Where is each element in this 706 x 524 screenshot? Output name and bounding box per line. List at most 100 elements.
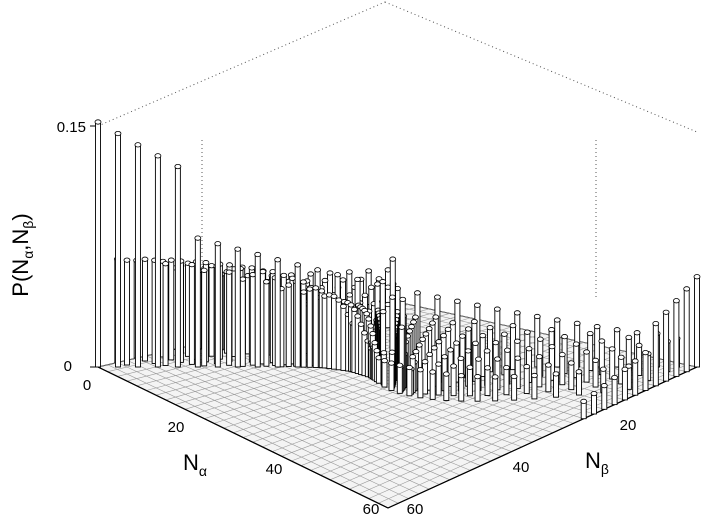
data-bar: [141, 256, 149, 362]
bar-body: [201, 269, 208, 367]
bar-cap: [388, 360, 395, 366]
x-tick-label: 20: [168, 419, 185, 436]
bar-cap: [611, 374, 618, 381]
bar-cap: [234, 246, 242, 252]
bar-cap: [408, 324, 415, 330]
data-bar: [312, 285, 320, 368]
bar-body: [484, 367, 491, 396]
bar-cap: [141, 256, 149, 262]
bar-body: [254, 254, 261, 368]
data-bar: [474, 374, 481, 402]
bar-cap: [590, 390, 598, 397]
bar-cap: [354, 313, 362, 319]
bar-body: [381, 360, 388, 388]
bar-cap: [625, 334, 633, 341]
bar-cap: [429, 369, 437, 375]
bar-body: [168, 259, 175, 361]
bar-body: [511, 376, 518, 401]
bar-cap: [314, 267, 322, 273]
data-bar: [673, 298, 680, 377]
bar-cap: [491, 374, 499, 380]
bar-cap: [600, 383, 608, 389]
data-bar: [167, 257, 175, 361]
data-bar: [592, 357, 599, 388]
bar-body: [95, 121, 101, 368]
bar-cap: [453, 298, 461, 304]
bar-cap: [510, 373, 518, 380]
bar-cap: [321, 277, 329, 284]
bar-cap: [398, 324, 406, 330]
bar-cap: [354, 276, 361, 283]
bar-body: [609, 348, 616, 380]
bar-cap: [625, 363, 633, 369]
chart-bars: [94, 119, 701, 420]
bar-cap: [470, 318, 478, 325]
bar-cap: [459, 333, 466, 339]
back-gridline: [384, 1, 698, 133]
data-bar: [396, 362, 404, 394]
bar-body: [632, 360, 639, 396]
bar-cap: [361, 330, 368, 336]
bar-body: [194, 237, 201, 368]
x-tick-label: 60: [363, 501, 380, 518]
data-bar: [652, 320, 660, 387]
bar-body: [601, 385, 608, 410]
bar-cap: [444, 326, 452, 332]
data-bar: [263, 279, 270, 367]
bar-cap: [652, 320, 660, 327]
bar-cap: [434, 294, 441, 300]
data-bar: [450, 363, 458, 397]
bar-cap: [421, 359, 429, 365]
bar-cap: [613, 327, 621, 333]
bar-body: [592, 359, 599, 388]
bar-cap: [483, 348, 491, 354]
x-tick-label: 0: [83, 377, 91, 394]
data-bar: [214, 241, 222, 368]
bar-cap: [558, 351, 566, 358]
bar-body: [208, 265, 215, 357]
bar-cap: [673, 298, 680, 304]
bar-cap: [442, 371, 450, 377]
bar-body: [214, 243, 221, 368]
bar-cap: [363, 311, 371, 317]
data-bar: [621, 366, 629, 401]
bar-cap: [523, 364, 531, 370]
bar-cap: [430, 345, 438, 351]
bar-cap: [484, 365, 491, 371]
bar-cap: [123, 257, 131, 263]
data-bar: [234, 246, 242, 368]
bar-cap: [300, 289, 308, 295]
bar-cap: [693, 274, 701, 280]
bar-cap: [339, 277, 347, 283]
bar-cap: [475, 356, 482, 362]
data-bar: [558, 351, 566, 386]
bar-cap: [580, 398, 588, 405]
bar-cap: [369, 331, 377, 337]
bar-cap: [412, 314, 419, 320]
bar-cap: [479, 332, 487, 339]
bar-cap: [94, 119, 102, 125]
data-bar: [429, 369, 437, 400]
bar-cap: [306, 286, 314, 292]
bar-cap: [114, 130, 122, 137]
y-axis-label: Nβ: [585, 448, 609, 477]
bar-cap: [412, 349, 420, 355]
bar-body: [234, 248, 241, 368]
bar-body: [115, 133, 121, 368]
data-bar: [575, 369, 583, 396]
data-bar: [225, 269, 233, 366]
z-axis-label: P(Nα,Nβ): [8, 213, 36, 296]
bar-cap: [464, 348, 472, 354]
data-bar: [625, 363, 633, 390]
data-bar: [194, 235, 202, 368]
bar-body: [263, 281, 270, 367]
bar-cap: [548, 327, 555, 333]
data-bar: [154, 153, 162, 368]
bar-cap: [335, 297, 343, 303]
bar-body: [694, 276, 700, 368]
bar-cap: [465, 326, 472, 332]
bar-cap: [134, 142, 142, 148]
data-bar: [300, 289, 308, 368]
bar-body: [154, 155, 161, 368]
